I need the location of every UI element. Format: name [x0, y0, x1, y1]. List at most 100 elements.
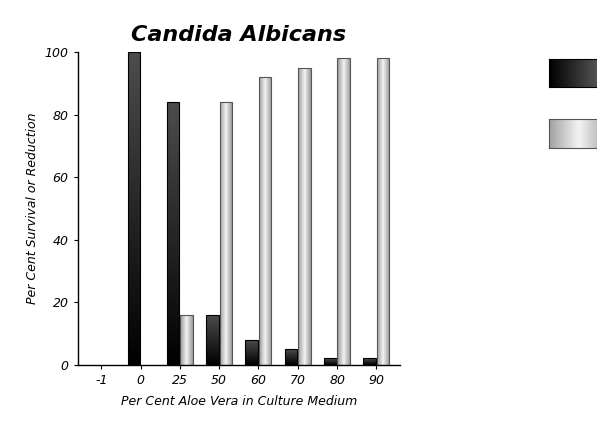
Bar — [167, 274, 168, 275]
Bar — [128, 94, 140, 96]
Bar — [167, 270, 180, 271]
Bar — [128, 339, 140, 341]
Bar — [167, 237, 180, 239]
Bar — [167, 122, 180, 123]
Bar — [167, 262, 180, 263]
Bar — [167, 275, 168, 276]
Bar — [128, 260, 140, 261]
Bar — [167, 203, 180, 204]
Bar — [167, 266, 180, 267]
Bar — [167, 289, 168, 290]
Bar — [167, 220, 180, 221]
Bar — [167, 344, 180, 345]
Bar — [167, 169, 180, 170]
Bar — [167, 315, 168, 316]
Bar — [128, 338, 140, 339]
Bar — [167, 317, 180, 319]
Bar — [167, 120, 180, 122]
Bar — [167, 282, 180, 283]
Bar — [128, 308, 140, 310]
Bar — [128, 326, 140, 327]
Bar — [167, 194, 180, 195]
Bar — [167, 182, 180, 184]
Bar — [167, 180, 180, 181]
Bar — [167, 162, 180, 164]
Bar — [128, 310, 140, 312]
Bar — [128, 274, 140, 276]
Bar — [167, 131, 168, 132]
Bar — [167, 353, 180, 354]
Bar — [167, 127, 168, 128]
Bar — [128, 344, 140, 346]
Bar — [128, 253, 140, 255]
Bar — [167, 118, 180, 119]
Bar — [167, 232, 180, 233]
Bar — [167, 333, 168, 334]
Bar — [167, 254, 180, 256]
Bar — [128, 82, 140, 83]
Bar — [167, 320, 180, 321]
Bar — [167, 132, 168, 134]
Bar — [128, 112, 140, 113]
Bar — [167, 334, 180, 335]
Bar — [128, 63, 140, 65]
Bar — [128, 160, 140, 161]
Bar — [167, 244, 180, 245]
Bar — [167, 169, 168, 170]
Bar — [128, 304, 140, 305]
Bar — [167, 191, 180, 193]
Bar — [167, 253, 168, 254]
Bar — [167, 145, 180, 147]
Bar — [167, 294, 180, 295]
Bar — [167, 191, 168, 193]
Bar — [167, 263, 180, 265]
Bar — [167, 173, 180, 174]
Bar — [128, 362, 140, 363]
Bar — [167, 122, 168, 123]
Bar — [167, 253, 180, 254]
Bar — [128, 305, 140, 307]
Bar — [128, 168, 140, 169]
Bar — [167, 332, 168, 333]
Bar — [167, 198, 180, 199]
Bar — [128, 319, 140, 321]
Bar — [167, 139, 180, 140]
Bar — [167, 134, 168, 135]
Bar — [167, 282, 168, 283]
Bar — [167, 156, 168, 157]
Bar — [167, 229, 168, 231]
Bar — [167, 275, 180, 276]
Bar — [167, 208, 168, 210]
Bar — [128, 360, 140, 362]
Bar — [128, 122, 140, 124]
Bar — [128, 188, 140, 190]
Bar — [167, 271, 168, 273]
Bar — [167, 358, 168, 359]
Bar — [167, 128, 180, 130]
Bar — [167, 186, 180, 187]
Bar — [167, 184, 180, 185]
Bar — [128, 280, 140, 282]
Bar — [167, 354, 168, 355]
Bar — [128, 141, 140, 143]
Bar — [167, 357, 180, 358]
Bar — [167, 302, 168, 303]
Bar — [128, 276, 140, 277]
Bar — [167, 108, 168, 110]
Bar — [167, 363, 180, 365]
Bar — [128, 351, 140, 352]
Bar — [128, 266, 140, 268]
Bar — [128, 327, 140, 329]
Bar — [128, 208, 140, 210]
Bar — [128, 257, 140, 258]
Bar — [167, 126, 180, 127]
Bar — [128, 247, 140, 249]
Bar — [167, 170, 180, 171]
Bar — [167, 346, 180, 348]
Bar — [167, 313, 180, 315]
Bar — [128, 358, 140, 360]
Bar — [167, 361, 180, 362]
Bar — [167, 243, 180, 244]
Bar — [167, 257, 168, 258]
Bar — [167, 290, 180, 291]
